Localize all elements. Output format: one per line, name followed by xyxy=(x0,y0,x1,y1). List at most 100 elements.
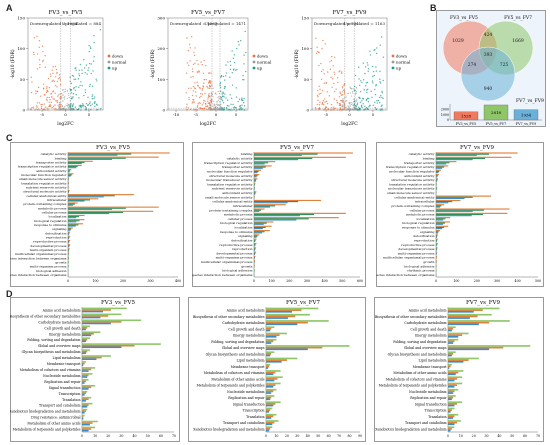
data-point xyxy=(72,105,74,107)
data-point xyxy=(341,100,343,102)
category-label: molecular function regulator xyxy=(389,169,435,173)
data-point xyxy=(315,37,317,39)
data-point xyxy=(333,90,336,93)
data-point xyxy=(239,105,241,108)
data-point xyxy=(68,88,71,90)
data-point xyxy=(36,102,39,104)
data-point xyxy=(369,50,371,52)
bar xyxy=(448,384,457,386)
annotation-upregulated: Upregulated = 884 xyxy=(62,21,102,26)
bar xyxy=(266,384,276,386)
bar xyxy=(254,218,309,220)
data-point xyxy=(67,105,69,107)
bar xyxy=(266,340,274,343)
data-point xyxy=(69,103,72,106)
bar xyxy=(266,335,277,338)
data-point xyxy=(245,51,247,54)
data-point xyxy=(333,71,335,73)
bar xyxy=(436,204,445,206)
data-point xyxy=(318,64,320,67)
data-point xyxy=(353,107,355,109)
data-point xyxy=(89,83,91,86)
data-point xyxy=(197,63,199,65)
data-point xyxy=(50,105,52,107)
bar xyxy=(436,173,439,176)
bar xyxy=(266,363,271,366)
data-point xyxy=(203,109,205,111)
data-point xyxy=(358,106,360,108)
data-point xyxy=(192,99,194,101)
bar xyxy=(254,240,256,243)
bar xyxy=(254,195,255,197)
bar xyxy=(436,248,438,250)
bar xyxy=(82,411,85,414)
bar xyxy=(68,261,69,263)
data-point xyxy=(326,109,328,111)
bar xyxy=(266,398,271,401)
data-point xyxy=(366,89,368,91)
bar xyxy=(68,206,159,208)
bar xyxy=(448,367,450,369)
data-point xyxy=(202,72,205,74)
data-point xyxy=(57,77,60,80)
bar xyxy=(436,228,443,230)
bar xyxy=(254,248,256,250)
bar xyxy=(254,188,255,190)
data-point xyxy=(333,109,335,111)
category-label: Nucleotide metabolism xyxy=(227,390,264,394)
data-point xyxy=(343,93,346,95)
data-point xyxy=(343,102,345,105)
data-point xyxy=(322,39,324,42)
bar xyxy=(68,183,69,185)
category-label: Cell growth and death xyxy=(228,327,264,331)
x-tick-label: 300 xyxy=(147,279,153,283)
data-point xyxy=(201,107,203,110)
data-point xyxy=(229,76,231,78)
data-point xyxy=(221,98,223,100)
data-point xyxy=(92,70,94,72)
data-point xyxy=(228,105,230,107)
data-point xyxy=(346,109,348,111)
data-point xyxy=(206,105,208,108)
bar xyxy=(254,170,259,172)
data-point xyxy=(244,30,246,33)
bar xyxy=(68,153,132,155)
category-label: Membrane transport xyxy=(231,365,265,369)
data-point xyxy=(217,90,219,93)
category-label: Membrane transport xyxy=(47,362,81,366)
bar xyxy=(254,251,257,253)
bar xyxy=(448,385,455,388)
data-point xyxy=(321,48,323,50)
bar xyxy=(82,422,93,424)
data-point xyxy=(341,93,343,95)
bar xyxy=(266,345,350,347)
data-point xyxy=(323,73,325,75)
data-point xyxy=(191,36,193,38)
data-point xyxy=(208,104,211,106)
bar xyxy=(68,260,69,262)
category-label: cellular process xyxy=(228,217,253,221)
data-point xyxy=(193,51,195,54)
data-point xyxy=(84,91,87,94)
data-point xyxy=(233,108,235,111)
data-point xyxy=(359,84,361,86)
data-point xyxy=(220,96,222,99)
data-point xyxy=(234,69,237,71)
data-point xyxy=(224,93,226,95)
y-axis-label: -log10 (FDR) xyxy=(149,49,156,79)
data-point xyxy=(94,96,96,98)
bar xyxy=(448,354,452,357)
data-point xyxy=(221,95,224,98)
bar xyxy=(436,205,442,207)
category-label: translation regulator activity xyxy=(389,182,435,186)
bar xyxy=(254,225,272,227)
data-point xyxy=(354,74,357,77)
y-tick-label: 100 xyxy=(17,46,25,51)
y-tick-label: 0 xyxy=(306,108,309,113)
data-point xyxy=(339,92,342,95)
data-point xyxy=(243,97,245,100)
data-point xyxy=(372,75,374,78)
category-label: response to stimulus xyxy=(34,223,67,227)
data-point xyxy=(362,103,364,105)
data-point xyxy=(73,88,75,90)
